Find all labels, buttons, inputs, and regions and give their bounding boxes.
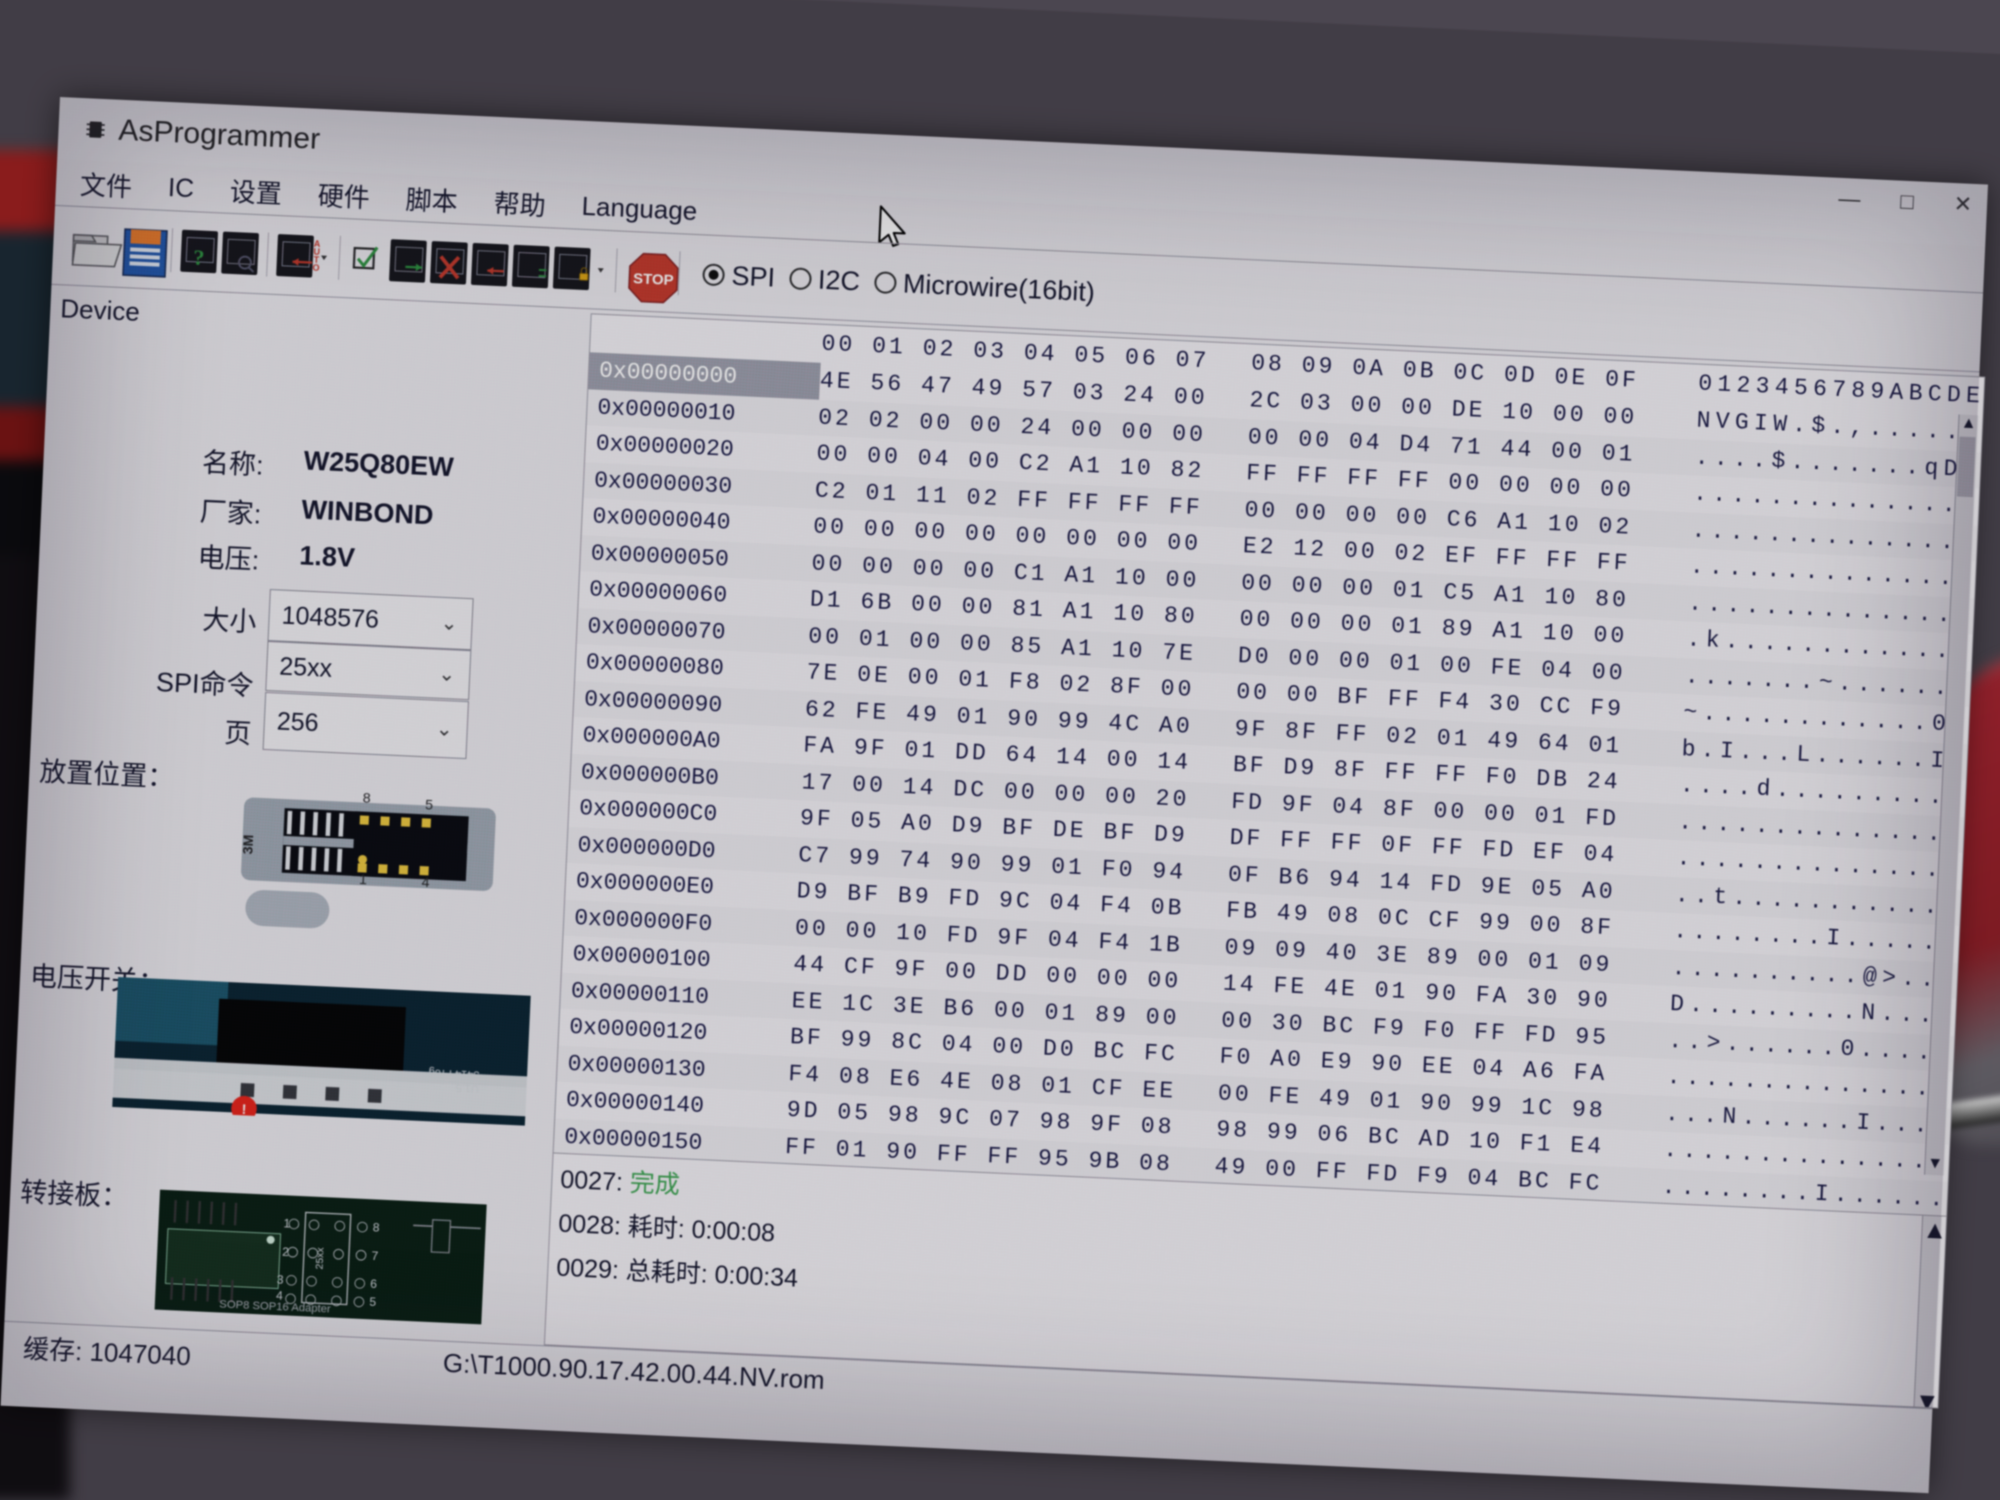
svg-text:5: 5 [425,797,434,813]
svg-text:3M: 3M [240,834,257,854]
svg-text:4: 4 [421,875,430,891]
svg-text:3: 3 [277,1273,285,1287]
svg-text:U1.5: U1.5 [455,1081,479,1094]
svg-text:6: 6 [370,1277,378,1291]
svg-text:7: 7 [371,1249,379,1263]
svg-text:3414 Prog: 3414 Prog [428,1066,479,1080]
svg-text:8: 8 [372,1221,380,1235]
svg-text:5: 5 [369,1295,377,1309]
svg-text:2: 2 [282,1245,290,1259]
svg-text:8: 8 [362,791,371,807]
svg-text:1: 1 [283,1217,291,1231]
svg-text:?: ? [193,245,205,270]
svg-text:STOP: STOP [633,270,674,289]
svg-text:!: ! [241,1102,246,1117]
svg-text:1: 1 [359,872,368,888]
